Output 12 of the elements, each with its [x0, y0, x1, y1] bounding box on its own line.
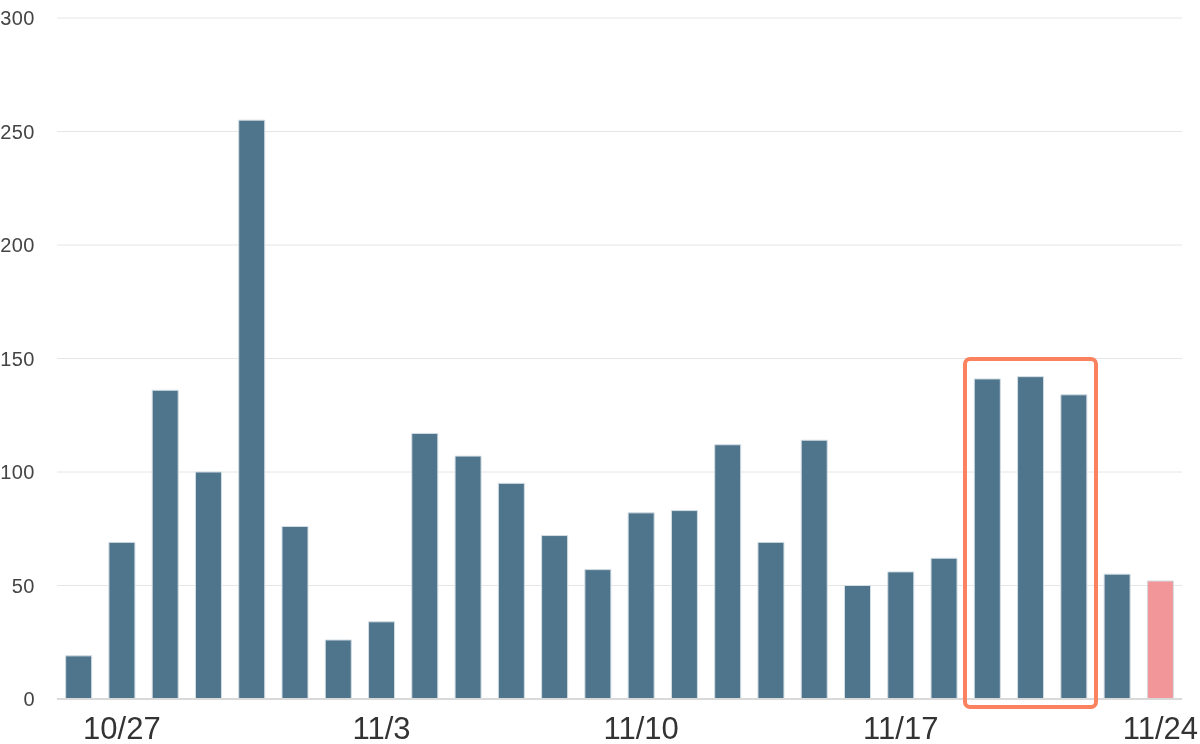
- x-tick-label: 11/17: [863, 710, 939, 744]
- x-tick-label: 10/27: [83, 710, 161, 744]
- x-tick-label: 11/10: [603, 710, 679, 744]
- y-tick-label: 250: [0, 120, 35, 143]
- y-tick-label: 300: [0, 7, 35, 29]
- x-tick-label: 11/3: [352, 710, 411, 744]
- y-tick-label: 100: [0, 461, 35, 483]
- y-tick-label: 0: [23, 688, 35, 710]
- y-tick-label: 200: [0, 234, 35, 256]
- x-tick-label: 11/24: [1122, 710, 1199, 744]
- y-tick-label: 150: [0, 347, 35, 370]
- y-tick-label: 50: [11, 574, 35, 597]
